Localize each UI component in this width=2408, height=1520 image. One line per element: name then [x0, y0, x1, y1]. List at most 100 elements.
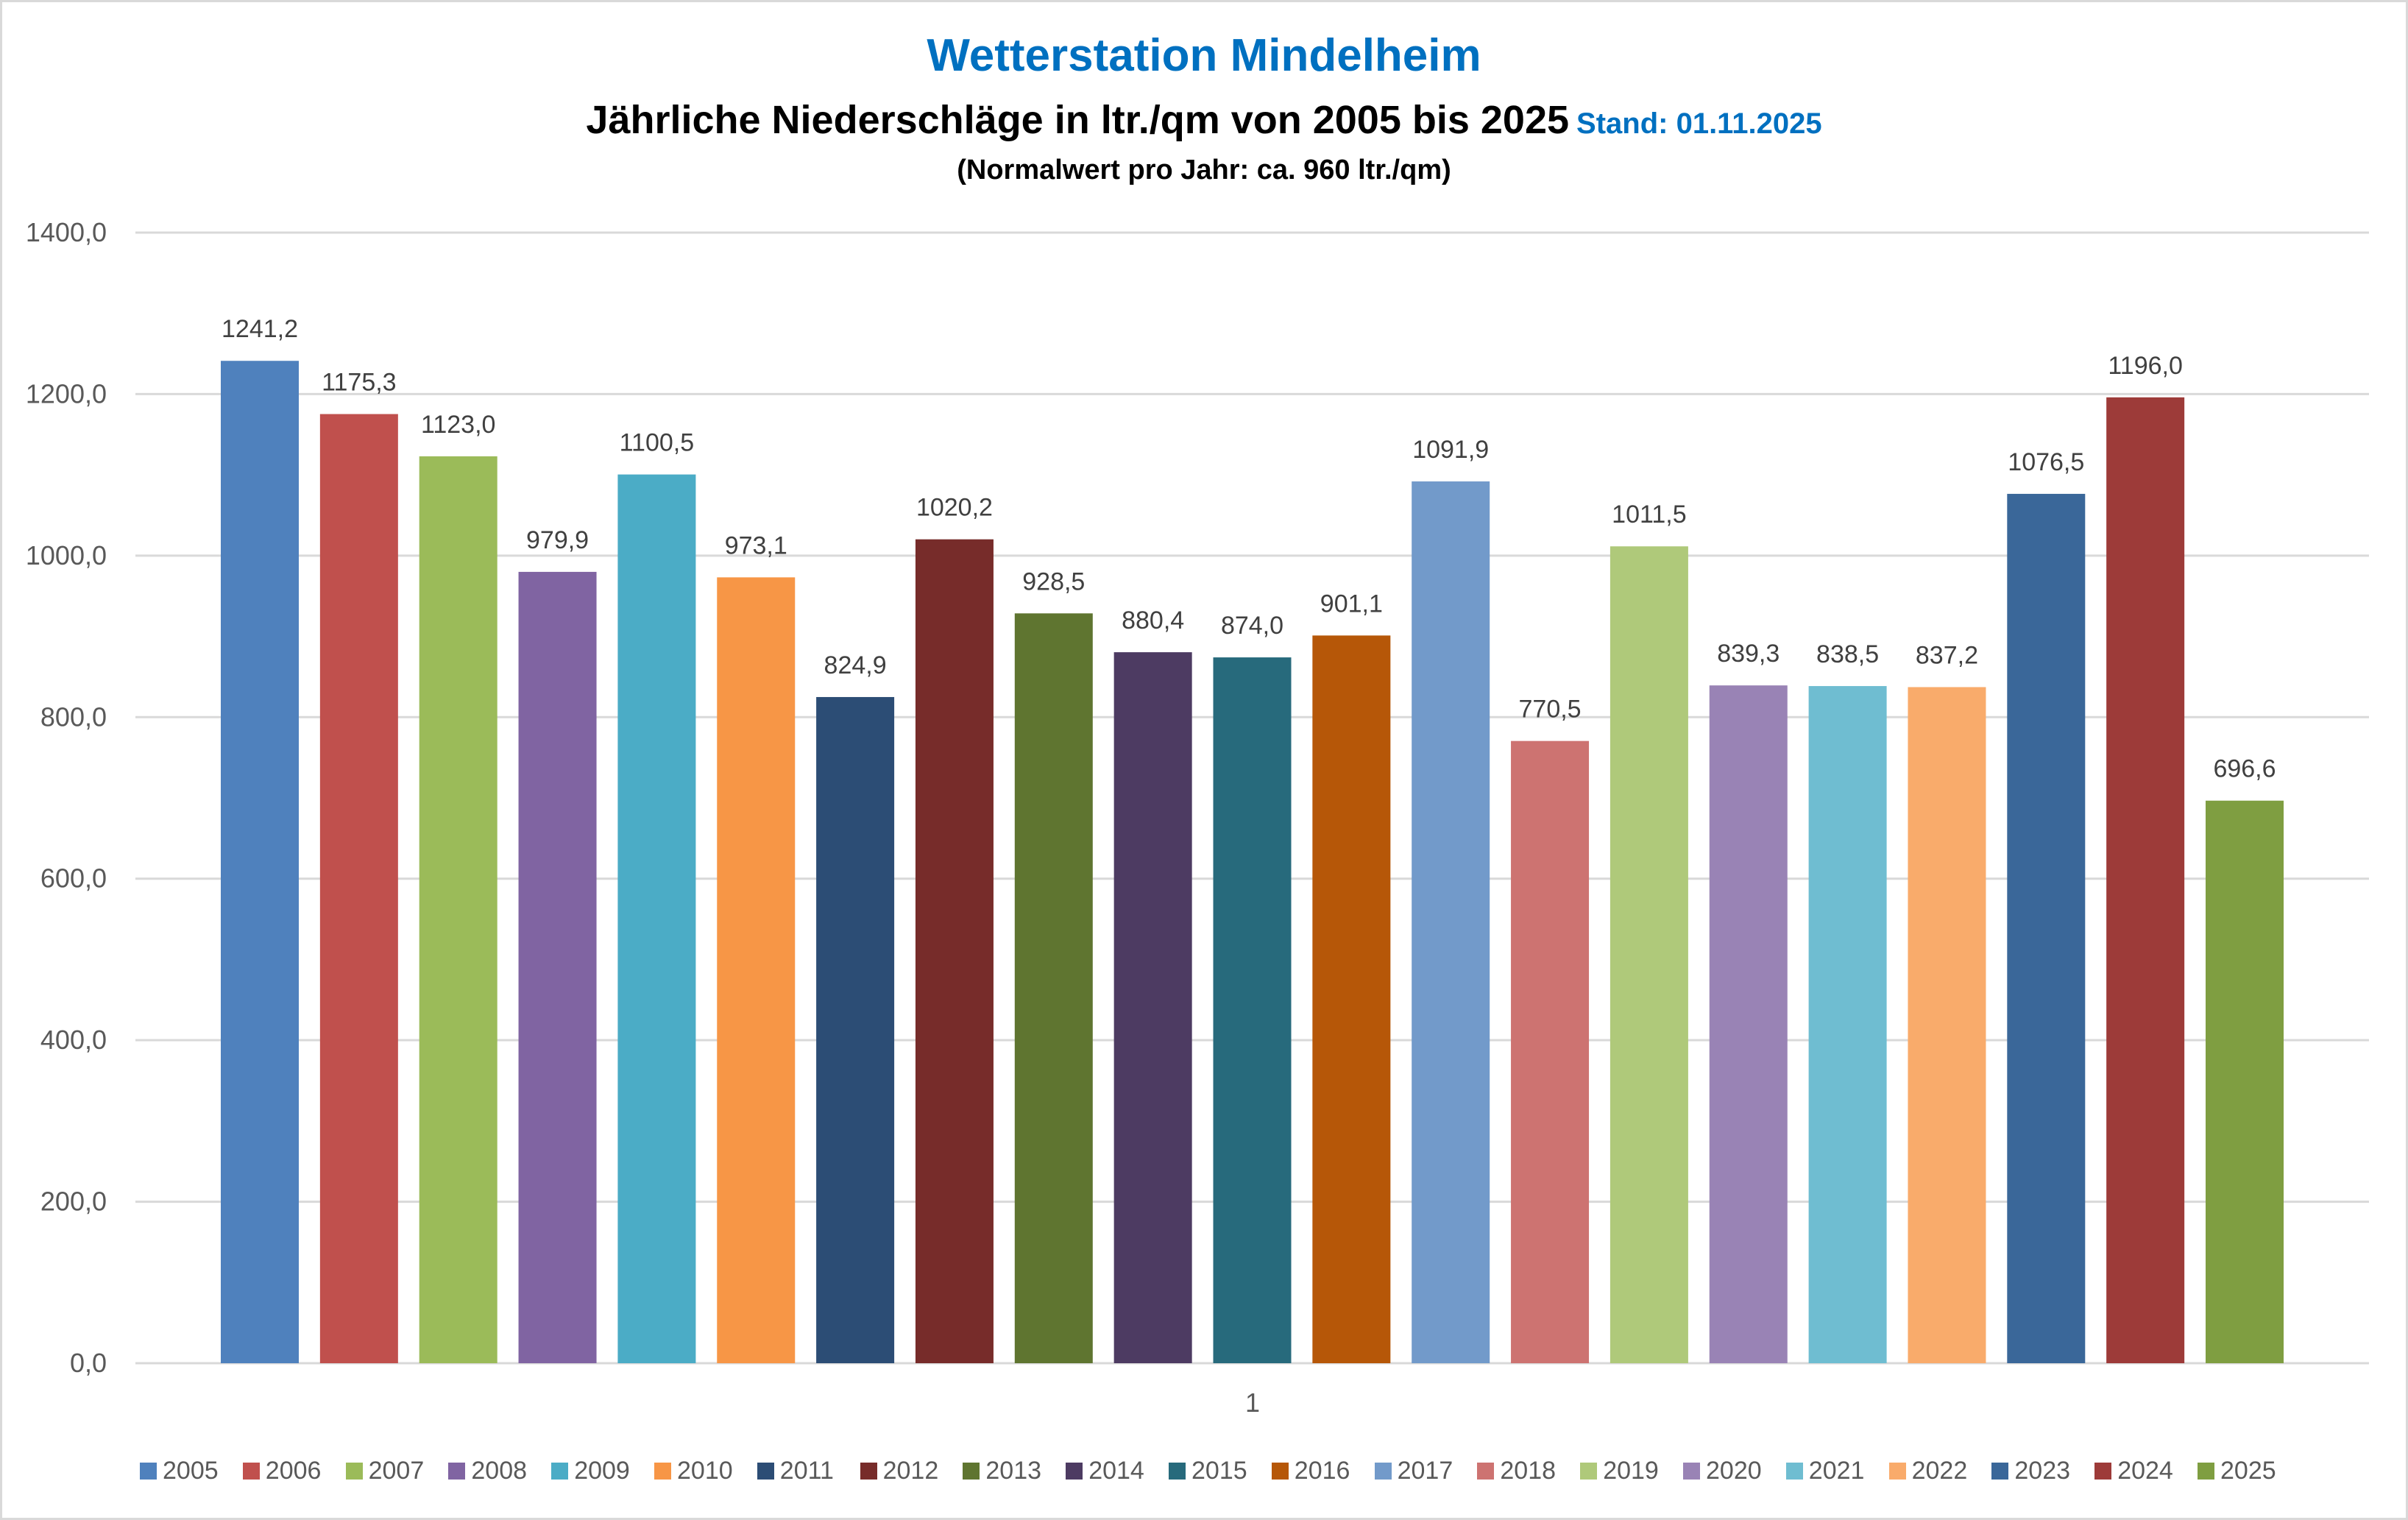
legend-swatch — [242, 1462, 260, 1480]
y-tick-label: 200,0 — [40, 1187, 107, 1217]
bar-2013 — [1014, 613, 1093, 1363]
normal-value-note: (Normalwert pro Jahr: ca. 960 ltr./qm) — [957, 155, 1451, 185]
legend-item-2020: 2020 — [1683, 1454, 1762, 1488]
legend-swatch — [1888, 1462, 1906, 1480]
legend-swatch — [1066, 1462, 1083, 1480]
data-label-2015: 874,0 — [1221, 612, 1283, 640]
legend-label: 2015 — [1191, 1456, 1247, 1485]
legend-swatch — [1991, 1462, 2009, 1480]
y-tick-label: 400,0 — [40, 1025, 107, 1055]
legend-item-2015: 2015 — [1169, 1454, 1247, 1488]
data-label-2012: 1020,2 — [916, 494, 993, 522]
legend-swatch — [757, 1462, 774, 1480]
chart-title: Wetterstation Mindelheim — [927, 30, 1481, 81]
legend-item-2012: 2012 — [860, 1454, 939, 1488]
data-label-2013: 928,5 — [1022, 568, 1085, 595]
legend-label: 2005 — [163, 1456, 219, 1485]
legend-item-2019: 2019 — [1580, 1454, 1659, 1488]
bar-2022 — [1908, 687, 1986, 1363]
legend-swatch — [140, 1462, 157, 1480]
bar-2016 — [1312, 635, 1391, 1363]
legend-label: 2018 — [1500, 1456, 1557, 1485]
legend-item-2016: 2016 — [1271, 1454, 1350, 1488]
data-label-2019: 1011,5 — [1612, 501, 1686, 529]
bar-2017 — [1412, 481, 1490, 1363]
data-label-2010: 973,1 — [725, 531, 787, 559]
legend-swatch — [1374, 1462, 1392, 1480]
data-label-2021: 838,5 — [1816, 640, 1879, 668]
y-tick-label: 600,0 — [40, 863, 107, 894]
legend-label: 2017 — [1397, 1456, 1453, 1485]
data-label-2016: 901,1 — [1320, 590, 1383, 618]
legend-label: 2021 — [1808, 1456, 1865, 1485]
legend-item-2013: 2013 — [963, 1454, 1041, 1488]
legend-item-2023: 2023 — [1991, 1454, 2070, 1488]
bar-2023 — [2007, 493, 2086, 1363]
data-labels: 1241,2 1175,3 1123,0 979,9 1100,5 973,1 824,9 1… — [222, 315, 2276, 783]
legend-swatch — [1271, 1462, 1289, 1480]
data-label-2018: 770,5 — [1519, 696, 1582, 724]
legend-item-2022: 2022 — [1888, 1454, 1968, 1488]
y-tick-label: 1000,0 — [26, 540, 107, 570]
bar-2005 — [221, 361, 299, 1363]
bar-2011 — [816, 696, 895, 1363]
data-label-2006: 1175,3 — [322, 369, 396, 397]
legend-swatch — [860, 1462, 877, 1480]
y-tick-label: 1200,0 — [26, 378, 107, 409]
legend-item-2025: 2025 — [2198, 1454, 2276, 1488]
legend-swatch — [2198, 1462, 2214, 1480]
data-label-2025: 696,6 — [2213, 755, 2276, 783]
bar-2007 — [419, 456, 497, 1363]
legend-item-2007: 2007 — [345, 1454, 425, 1488]
legend-swatch — [1477, 1462, 1495, 1480]
legend-label: 2022 — [1911, 1456, 1968, 1485]
legend-label: 2007 — [368, 1456, 425, 1485]
data-label-2014: 880,4 — [1122, 607, 1184, 634]
bar-2025 — [2206, 800, 2284, 1363]
legend-swatch — [1785, 1462, 1803, 1480]
data-label-2008: 979,9 — [526, 526, 589, 554]
stand-date: Stand: 01.11.2025 — [1576, 107, 1822, 140]
legend-swatch — [345, 1462, 363, 1480]
bar-2019 — [1610, 546, 1688, 1363]
legend-item-2008: 2008 — [448, 1454, 527, 1488]
y-axis-tick-labels: 0,0 200,0 400,0 600,0 800,0 1000,0 1200,0 1400,… — [26, 217, 107, 1378]
legend-label: 2009 — [574, 1456, 630, 1485]
legend-label: 2020 — [1706, 1456, 1762, 1485]
legend-item-2024: 2024 — [2094, 1454, 2173, 1488]
bar-2014 — [1113, 652, 1192, 1363]
legend-label: 2012 — [882, 1456, 939, 1485]
legend-item-2017: 2017 — [1374, 1454, 1453, 1488]
data-label-2007: 1123,0 — [421, 411, 495, 439]
legend-label: 2024 — [2117, 1456, 2173, 1485]
legend-label: 2008 — [471, 1456, 528, 1485]
subtitle-row: Jährliche Niederschläge in ltr./qm von 2… — [0, 97, 2408, 143]
gridlines — [135, 231, 2369, 1365]
legend-swatch — [1169, 1462, 1186, 1480]
legend-item-2006: 2006 — [242, 1454, 321, 1488]
y-tick-label: 800,0 — [40, 701, 107, 732]
legend-swatch — [448, 1462, 466, 1480]
x-category-label: 1 — [1245, 1388, 1260, 1418]
legend-label: 2013 — [985, 1456, 1042, 1485]
legend-swatch — [551, 1462, 569, 1480]
bar-2024 — [2106, 397, 2185, 1363]
legend-item-2010: 2010 — [654, 1454, 733, 1488]
y-tick-label: 0,0 — [70, 1348, 107, 1378]
legend-item-2011: 2011 — [757, 1454, 834, 1488]
legend-label: 2025 — [2220, 1456, 2276, 1485]
bar-2015 — [1213, 657, 1292, 1363]
y-tick-label: 1400,0 — [26, 217, 107, 247]
legend-item-2009: 2009 — [551, 1454, 630, 1488]
legend-label: 2014 — [1088, 1456, 1144, 1485]
legend-swatch — [2094, 1462, 2112, 1480]
bar-2021 — [1808, 686, 1887, 1363]
legend-swatch — [1683, 1462, 1700, 1480]
bar-2009 — [617, 474, 696, 1364]
data-label-2009: 1100,5 — [620, 429, 694, 457]
data-label-2005: 1241,2 — [222, 315, 298, 343]
bar-2010 — [717, 577, 796, 1363]
legend-swatch — [963, 1462, 980, 1480]
